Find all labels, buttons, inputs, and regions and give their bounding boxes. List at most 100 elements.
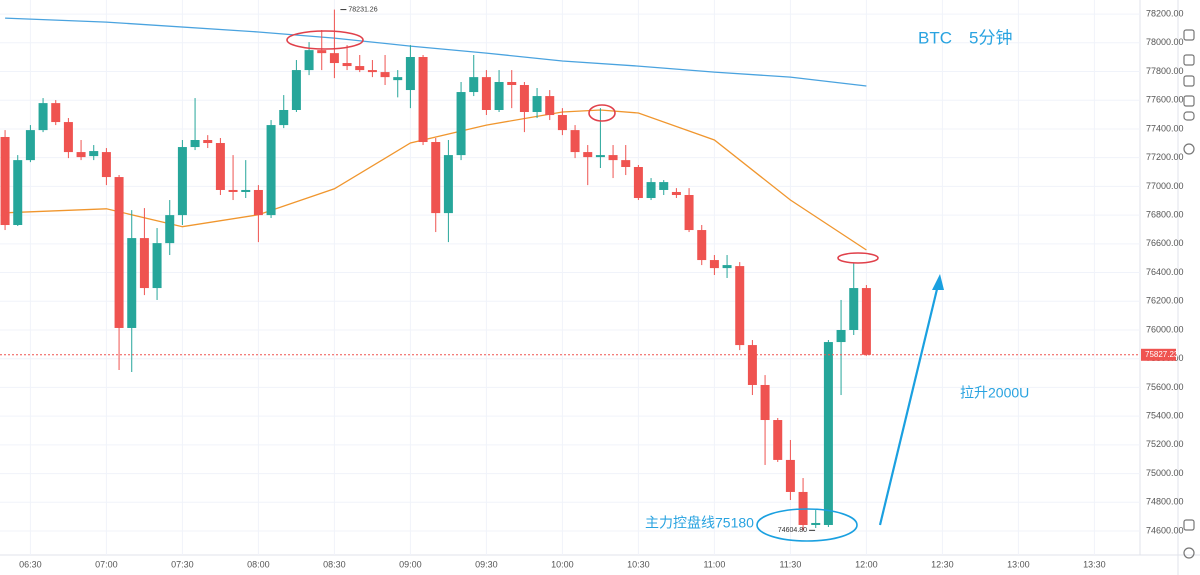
toolbar-icon[interactable] bbox=[1183, 29, 1195, 41]
highlight-ellipse bbox=[588, 104, 616, 122]
y-tick-label: 75000.00 bbox=[1146, 468, 1184, 478]
candle-body bbox=[735, 266, 745, 346]
highlight-ellipse bbox=[756, 508, 858, 542]
candle-body bbox=[342, 63, 352, 67]
x-tick-label: 07:00 bbox=[95, 559, 118, 569]
toolbar-icon[interactable] bbox=[1183, 519, 1195, 531]
x-tick-label: 12:00 bbox=[855, 559, 878, 569]
candle-body bbox=[849, 288, 859, 330]
arrow-head bbox=[932, 274, 944, 290]
y-tick-label: 77000.00 bbox=[1146, 181, 1184, 191]
candle-body bbox=[114, 177, 124, 328]
candle-body bbox=[177, 147, 187, 216]
candle-body bbox=[291, 70, 301, 110]
y-tick-label: 76200.00 bbox=[1146, 296, 1184, 306]
candle-body bbox=[557, 115, 567, 131]
candle-body bbox=[393, 77, 403, 81]
low-label: 74604.80 bbox=[778, 527, 807, 534]
candle-body bbox=[13, 160, 23, 226]
candle-body bbox=[456, 92, 466, 156]
x-tick-label: 08:00 bbox=[247, 559, 270, 569]
candle-body bbox=[861, 288, 871, 355]
y-tick-label: 76800.00 bbox=[1146, 209, 1184, 219]
candle-body bbox=[747, 345, 757, 385]
candle-body bbox=[304, 50, 314, 71]
candle-body bbox=[367, 70, 377, 73]
candle-body bbox=[684, 195, 694, 231]
toolbar-icon[interactable] bbox=[1183, 143, 1195, 155]
y-tick-label: 74600.00 bbox=[1146, 525, 1184, 535]
last-price-label: 75827.23 bbox=[1145, 350, 1179, 359]
toolbar-icon[interactable] bbox=[1183, 54, 1195, 66]
candle-body bbox=[190, 140, 200, 148]
candle-body bbox=[127, 238, 137, 328]
x-tick-label: 09:30 bbox=[475, 559, 498, 569]
candle-body bbox=[722, 265, 732, 269]
candle-body bbox=[165, 215, 175, 244]
candle-body bbox=[405, 57, 415, 91]
candle-body bbox=[203, 140, 213, 144]
last-price-tag bbox=[1141, 348, 1176, 361]
candle-body bbox=[608, 155, 618, 161]
candle-body bbox=[697, 230, 707, 261]
candle-body bbox=[329, 53, 339, 64]
candle-body bbox=[418, 57, 428, 143]
candle-body bbox=[380, 72, 390, 78]
candle-body bbox=[355, 66, 365, 71]
candle-body bbox=[633, 167, 643, 199]
candle-body bbox=[709, 260, 719, 269]
y-tick-label: 77200.00 bbox=[1146, 152, 1184, 162]
annotation: 主力控盘线75180 bbox=[645, 515, 754, 531]
toolbar-icon[interactable] bbox=[1183, 95, 1195, 107]
toolbar bbox=[1183, 29, 1195, 559]
candle-body bbox=[671, 191, 681, 196]
candle-body bbox=[507, 81, 517, 86]
candle-body bbox=[25, 130, 35, 161]
candle-body bbox=[659, 182, 669, 190]
y-tick-label: 76600.00 bbox=[1146, 238, 1184, 248]
candle-body bbox=[545, 96, 555, 116]
highlights bbox=[286, 30, 944, 542]
candle-body bbox=[583, 152, 593, 158]
y-tick-label: 77800.00 bbox=[1146, 66, 1184, 76]
candle-body bbox=[469, 77, 479, 93]
annotation: 拉升2000U bbox=[960, 385, 1029, 401]
candle-body bbox=[494, 81, 504, 110]
candle-body bbox=[519, 85, 529, 113]
x-tick-label: 10:30 bbox=[627, 559, 650, 569]
y-tick-label: 76000.00 bbox=[1146, 324, 1184, 334]
candle-body bbox=[481, 77, 491, 110]
x-tick-label: 13:30 bbox=[1083, 559, 1106, 569]
y-tick-label: 77600.00 bbox=[1146, 95, 1184, 105]
candle-body bbox=[646, 182, 656, 199]
toolbar-icon[interactable] bbox=[1183, 75, 1195, 87]
candle-body bbox=[228, 189, 238, 192]
candle-body bbox=[443, 155, 453, 214]
toolbar-icon[interactable] bbox=[1183, 111, 1195, 121]
candle-body bbox=[266, 125, 276, 216]
moving-average bbox=[5, 109, 867, 251]
candle-body bbox=[317, 50, 327, 54]
moving-average bbox=[5, 17, 867, 87]
x-tick-label: 13:00 bbox=[1007, 559, 1030, 569]
candle-body bbox=[836, 329, 846, 343]
chart-title: BTC 5分钟 bbox=[918, 28, 1012, 47]
candle-body bbox=[773, 420, 783, 460]
high-label: 78231.26 bbox=[348, 6, 377, 13]
candle-body bbox=[532, 96, 542, 113]
y-tick-label: 77400.00 bbox=[1146, 123, 1184, 133]
candle-body bbox=[38, 103, 48, 131]
toolbar-icon[interactable] bbox=[1183, 547, 1195, 559]
candle-body bbox=[89, 151, 99, 157]
candle-body bbox=[51, 103, 61, 123]
x-tick-label: 09:00 bbox=[399, 559, 422, 569]
candle-body bbox=[253, 189, 263, 216]
x-tick-label: 06:30 bbox=[19, 559, 42, 569]
y-tick-label: 75400.00 bbox=[1146, 411, 1184, 421]
x-tick-label: 12:30 bbox=[931, 559, 954, 569]
x-tick-label: 11:30 bbox=[779, 559, 801, 569]
candle-body bbox=[570, 130, 580, 153]
highlight-ellipse bbox=[286, 30, 364, 50]
